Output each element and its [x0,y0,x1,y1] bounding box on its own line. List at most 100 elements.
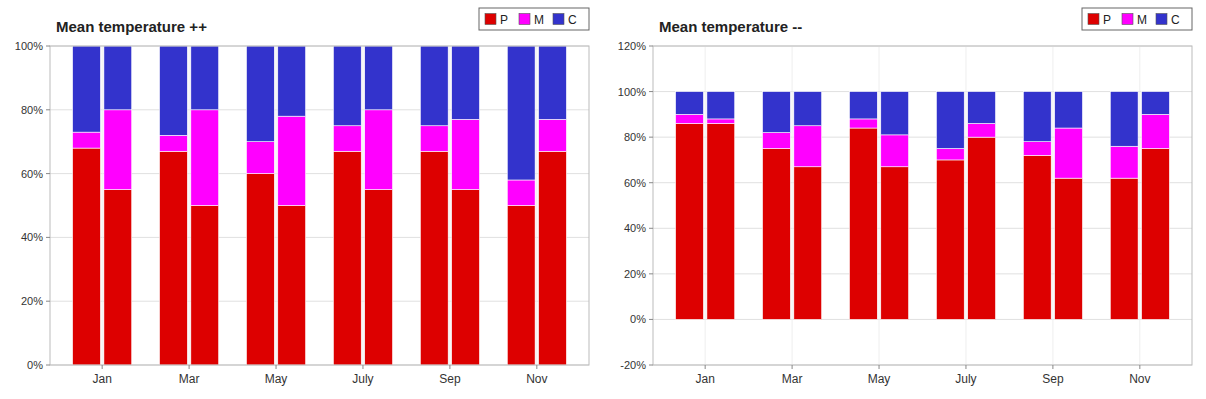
y-tick [46,301,50,302]
bar-segment [104,110,132,190]
x-tick-label: Nov [526,372,547,386]
x-grid-line [449,46,450,365]
x-tick-label: July [955,372,976,386]
bar-segment [849,119,877,128]
bar-segment [420,151,448,365]
bar-segment [452,119,480,189]
bar-segment [1142,114,1170,148]
y-tick-label: 100% [15,40,43,52]
legend-swatch [553,14,564,25]
bar-segment [104,190,132,365]
x-grid-line [536,46,537,365]
bars [73,46,567,365]
y-tick [649,46,653,47]
bar-segment [507,206,535,366]
y-tick [46,46,50,47]
x-grid-line [362,46,363,365]
x-grid-line [792,46,793,365]
bar-segment [676,123,704,319]
bar-segment [507,180,535,206]
bar-segment [365,190,393,365]
bar-segment [936,149,964,160]
plot-frame [653,46,1192,365]
y-tick [649,91,653,92]
x-tick [965,365,966,369]
bar-segment [1110,92,1138,147]
chart-title: Mean temperature -- [659,18,802,35]
bar-segment [936,160,964,320]
x-grid-line [189,46,190,365]
x-tick [362,365,363,369]
x-tick [792,365,793,369]
plot-frame [50,46,589,365]
legend-swatch [519,14,530,25]
x-tick [879,365,880,369]
bar-segment [246,46,274,142]
y-tick [46,173,50,174]
bar-segment [1110,178,1138,319]
bar-segment [707,119,735,124]
y-tick-label: 0% [27,359,43,371]
bar-segment [968,137,996,319]
bar-segment [1023,92,1051,142]
x-tick-label: Nov [1129,372,1150,386]
x-tick [449,365,450,369]
bar-segment [1055,128,1083,178]
y-tick [649,273,653,274]
bar-segment [968,92,996,124]
y-tick [649,137,653,138]
bar-segment [1023,142,1051,156]
x-tick [276,365,277,369]
x-tick [102,365,103,369]
y-tick [649,228,653,229]
bar-segment [539,151,567,365]
bar-segment [539,46,567,119]
bar-segment [936,92,964,149]
bar-segment [794,167,822,320]
bar-segment [794,126,822,167]
x-tick-label: Mar [179,372,200,386]
y-tick-label: 60% [624,177,646,189]
bar-segment [160,135,188,151]
legend-label: P [500,13,508,27]
bar-segment [73,132,101,148]
y-tick-label: 80% [21,104,43,116]
legend: PMC [479,8,589,30]
bar-segment [1055,92,1083,128]
x-tick [536,365,537,369]
bar-segment [452,46,480,119]
y-tick-label: 120% [618,40,646,52]
bar-segment [676,114,704,123]
legend-label: P [1103,13,1111,27]
bar-segment [160,151,188,365]
legend-label: M [1137,13,1147,27]
x-tick-label: Jan [695,372,714,386]
bar-segment [278,116,306,205]
x-grid-line [879,46,880,365]
y-tick-label: 80% [624,131,646,143]
bar-segment [73,46,101,132]
bar-segment [1142,149,1170,320]
y-tick-label: 20% [624,268,646,280]
bar-segment [968,123,996,137]
bar-segment [1142,92,1170,115]
bar-segment [881,167,909,320]
bar-segment [333,126,361,152]
x-tick-label: May [868,372,891,386]
x-tick-label: Mar [782,372,803,386]
bar-segment [278,206,306,366]
legend-swatch [485,14,496,25]
y-tick-label: -20% [620,359,646,371]
bar-segment [707,92,735,119]
x-grid-line [102,46,103,365]
bar-segment [420,46,448,126]
x-tick-label: July [352,372,373,386]
x-grid-line [1052,46,1053,365]
bar-segment [707,123,735,319]
x-tick-label: Sep [439,372,461,386]
bar-segment [794,92,822,126]
y-tick-label: 20% [21,295,43,307]
x-tick-label: Jan [92,372,111,386]
bar-segment [539,119,567,151]
x-grid-line [1139,46,1140,365]
